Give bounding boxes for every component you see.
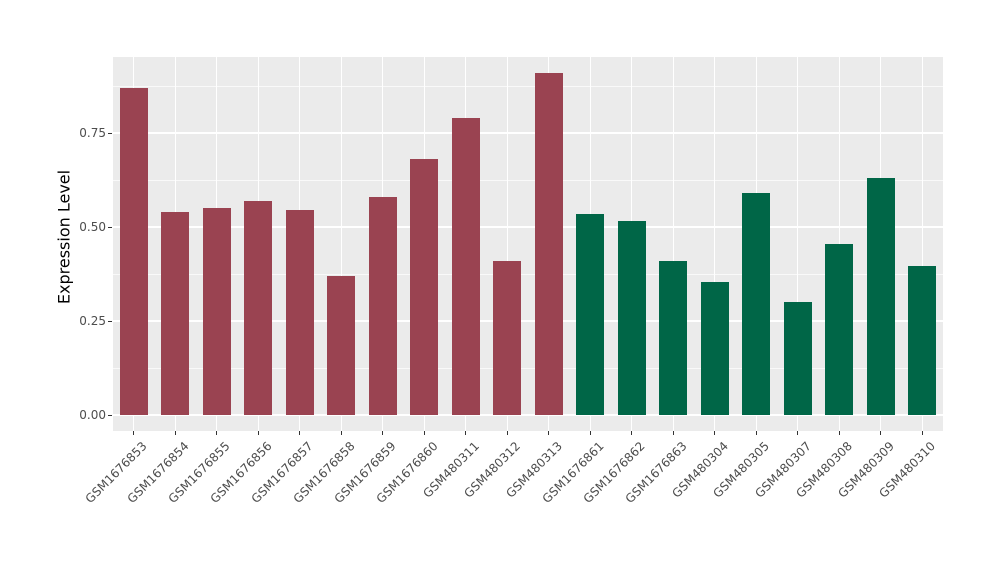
vertical-gridline	[340, 57, 342, 431]
bar-GSM480304	[700, 281, 729, 415]
x-tick-mark	[548, 431, 550, 435]
vertical-gridline	[672, 57, 674, 431]
vertical-gridline	[921, 57, 923, 431]
bar-GSM1676855	[202, 208, 231, 415]
vertical-gridline	[714, 57, 716, 431]
x-tick-mark	[755, 431, 757, 435]
x-tick-mark	[382, 431, 384, 435]
y-tick-label: 0.25	[79, 314, 106, 328]
minor-gridline	[113, 273, 943, 275]
x-tick-mark	[880, 431, 882, 435]
y-tick-label: 0.00	[79, 408, 106, 422]
bar-GSM480313	[534, 72, 563, 415]
x-tick-mark	[797, 431, 799, 435]
x-tick-mark	[631, 431, 633, 435]
y-tick-mark	[108, 132, 112, 134]
x-tick-mark	[174, 431, 176, 435]
major-gridline	[113, 414, 943, 416]
x-tick-mark	[299, 431, 301, 435]
minor-gridline	[113, 367, 943, 369]
bar-GSM1676860	[410, 159, 439, 415]
y-tick-mark	[108, 226, 112, 228]
x-tick-mark	[506, 431, 508, 435]
plot-panel	[113, 57, 943, 431]
y-tick-mark	[108, 320, 112, 322]
bar-GSM480308	[825, 243, 854, 415]
bar-GSM1676859	[368, 196, 397, 415]
bar-GSM1676854	[161, 211, 190, 415]
x-tick-mark	[921, 431, 923, 435]
x-tick-mark	[340, 431, 342, 435]
bar-GSM1676861	[576, 213, 605, 415]
x-tick-mark	[133, 431, 135, 435]
bar-GSM480305	[742, 193, 771, 415]
x-tick-mark	[714, 431, 716, 435]
y-tick-label: 0.50	[79, 220, 106, 234]
bar-GSM480311	[451, 117, 480, 415]
y-tick-label: 0.75	[79, 126, 106, 140]
bar-GSM1676857	[285, 210, 314, 415]
x-tick-mark	[257, 431, 259, 435]
x-tick-mark	[672, 431, 674, 435]
major-gridline	[113, 320, 943, 322]
bar-GSM480309	[866, 178, 895, 415]
x-tick-mark	[216, 431, 218, 435]
vertical-gridline	[797, 57, 799, 431]
y-tick-mark	[108, 414, 112, 416]
x-tick-mark	[589, 431, 591, 435]
major-gridline	[113, 226, 943, 228]
bar-GSM1676858	[327, 275, 356, 415]
bar-GSM1676853	[119, 87, 148, 415]
vertical-gridline	[506, 57, 508, 431]
bar-GSM1676863	[659, 260, 688, 415]
bar-GSM480312	[493, 260, 522, 415]
bar-GSM1676856	[244, 200, 273, 415]
x-tick-mark	[838, 431, 840, 435]
bar-GSM1676862	[617, 221, 646, 415]
x-tick-mark	[465, 431, 467, 435]
minor-gridline	[113, 179, 943, 181]
bar-GSM480310	[908, 266, 937, 415]
bar-GSM480307	[783, 302, 812, 415]
x-tick-mark	[423, 431, 425, 435]
minor-gridline	[113, 85, 943, 87]
major-gridline	[113, 132, 943, 134]
y-axis-title: Expression Level	[54, 169, 74, 305]
